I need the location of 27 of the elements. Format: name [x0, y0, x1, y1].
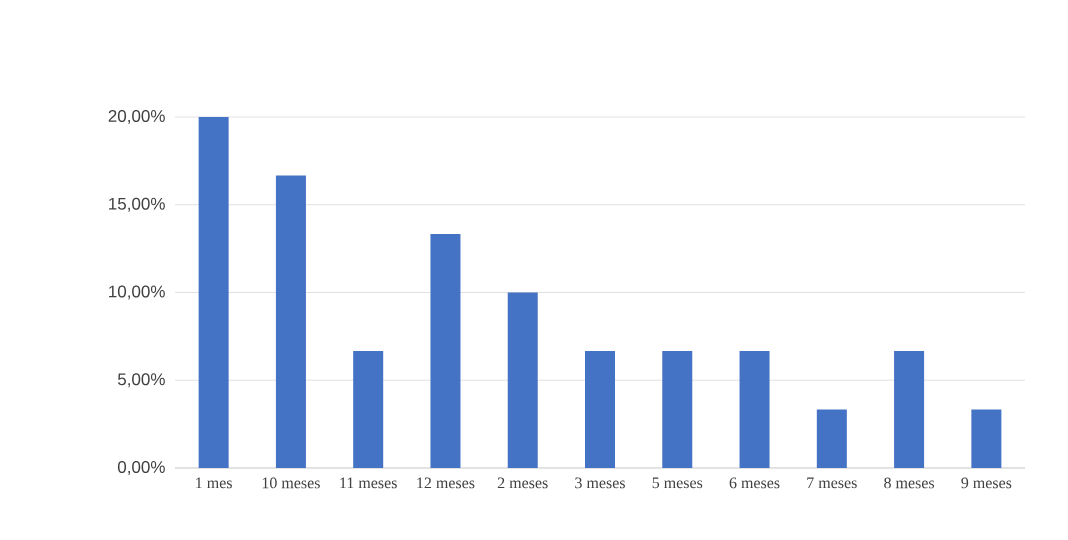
bar [507, 292, 538, 468]
bar [275, 175, 306, 468]
bar [894, 350, 925, 468]
x-tick-label: 2 meses [497, 477, 548, 489]
bar [739, 350, 770, 468]
bar [816, 409, 847, 468]
y-tick-label: 5,00% [117, 373, 165, 388]
y-tick-label: 10,00% [109, 285, 165, 300]
bar [585, 350, 616, 468]
bar [353, 350, 384, 468]
bar [198, 116, 229, 468]
bar [430, 234, 461, 468]
x-tick-label: 5 meses [652, 477, 703, 489]
x-tick-label: 12 meses [417, 477, 475, 489]
x-tick-label: 8 meses [884, 477, 935, 489]
x-tick-label: 7 meses [807, 477, 857, 489]
y-tick-label: 20,00% [108, 109, 165, 125]
y-tick-label: 0,00% [117, 460, 165, 476]
x-tick-label: 6 meses [729, 477, 780, 489]
bar [971, 409, 1002, 468]
x-tick-label: 10 meses [262, 477, 320, 489]
y-tick-label: 15,00% [109, 197, 165, 212]
x-tick-label: 9 meses [961, 477, 1012, 489]
x-tick-label: 1 mes [196, 477, 232, 489]
x-tick-label: 3 meses [575, 477, 625, 489]
bar [662, 350, 693, 468]
x-tick-label: 11 meses [340, 477, 397, 489]
